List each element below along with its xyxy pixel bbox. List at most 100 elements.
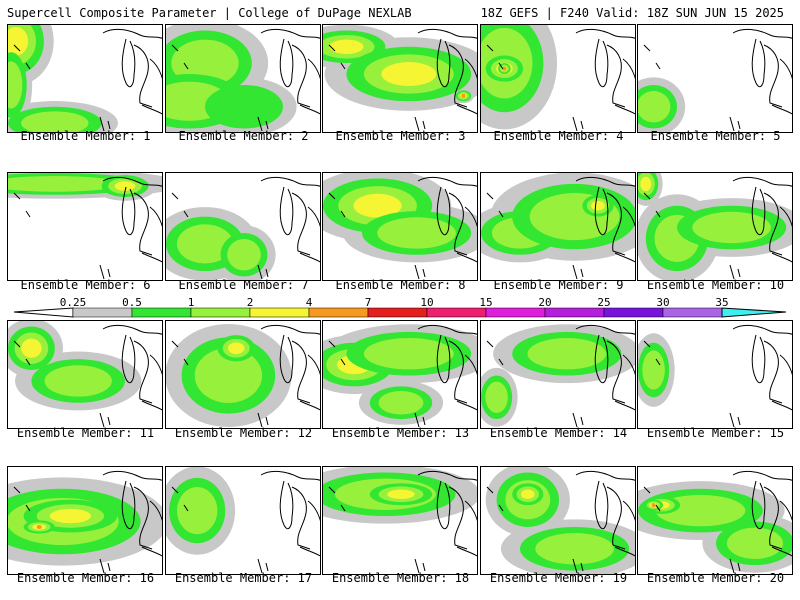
geo-outline (763, 192, 783, 256)
geo-outline (417, 470, 477, 481)
colorbar-swatch (367, 307, 428, 318)
geo-outline (13, 486, 31, 512)
geo-outline (456, 546, 477, 557)
geo-outline (291, 486, 311, 550)
map-canvas (166, 324, 320, 428)
map-canvas (481, 25, 635, 132)
ensemble-map-18 (322, 466, 478, 575)
map-canvas (638, 470, 792, 574)
geo-outline (141, 546, 162, 557)
scp-contour (640, 176, 652, 192)
ensemble-member-label: Ensemble Member: 2 (178, 129, 309, 143)
geo-outline (133, 192, 153, 256)
geo-outline (643, 486, 661, 512)
geo-outline (751, 480, 766, 530)
colorbar-tick-label: 20 (538, 296, 552, 309)
geo-outline (575, 324, 635, 335)
geo-outline (99, 116, 111, 132)
geo-outline (149, 500, 162, 522)
geo-outline (732, 176, 792, 187)
ensemble-map-5 (637, 24, 793, 133)
geo-outline (133, 340, 153, 404)
geo-outline (133, 486, 153, 550)
geo-outline (171, 192, 189, 218)
geo-outline (260, 470, 320, 481)
geo-outline (763, 486, 783, 550)
colorbar-tick-label: 30 (656, 296, 670, 309)
geo-outline (260, 176, 320, 187)
ensemble-member-label: Ensemble Member: 1 (20, 129, 151, 143)
scp-contour (461, 93, 466, 98)
geo-outline (102, 470, 162, 481)
colorbar-tick-label: 7 (364, 296, 372, 309)
ensemble-map-16 (7, 466, 163, 575)
ensemble-map-12 (165, 320, 321, 429)
geo-outline (141, 252, 162, 263)
geo-outline (606, 192, 626, 256)
geo-outline (575, 470, 635, 481)
geo-outline (149, 354, 162, 376)
geo-outline (328, 192, 346, 218)
geo-outline (299, 252, 320, 263)
geo-outline (121, 334, 136, 384)
ensemble-member-label: Ensemble Member: 17 (174, 571, 313, 585)
geo-outline (171, 44, 189, 70)
ensemble-member-label: Ensemble Member: 14 (489, 426, 628, 440)
map-canvas (638, 28, 792, 132)
geo-outline (279, 38, 294, 88)
colorbar (13, 307, 787, 318)
geo-outline (448, 44, 468, 108)
geo-outline (594, 334, 609, 384)
geo-outline (464, 206, 477, 228)
geo-outline (291, 44, 311, 108)
geo-outline (572, 264, 584, 280)
geo-outline (414, 116, 426, 132)
ensemble-map-3 (322, 24, 478, 133)
geo-outline (622, 58, 635, 80)
geo-outline (436, 186, 451, 236)
ensemble-member-label: Ensemble Member: 3 (335, 129, 466, 143)
geo-outline (279, 186, 294, 236)
colorbar-swatch (662, 307, 723, 318)
geo-outline (257, 412, 269, 428)
geo-outline (414, 264, 426, 280)
ensemble-member-label: Ensemble Member: 20 (646, 571, 785, 585)
geo-outline (260, 324, 320, 335)
ensemble-member-label: Ensemble Member: 18 (331, 571, 470, 585)
geo-outline (751, 186, 766, 236)
scp-contour (21, 338, 42, 358)
geo-outline (279, 480, 294, 530)
ensemble-member-label: Ensemble Member: 19 (489, 571, 628, 585)
ensemble-map-19 (480, 466, 636, 575)
geo-outline (572, 558, 584, 574)
scp-contour (642, 350, 665, 390)
geo-outline (99, 558, 111, 574)
colorbar-tick-label: 10 (420, 296, 434, 309)
geo-outline (763, 340, 783, 404)
geo-outline (102, 324, 162, 335)
geo-outline (414, 558, 426, 574)
geo-outline (299, 400, 320, 411)
ensemble-map-1 (7, 24, 163, 133)
geo-outline (171, 486, 189, 512)
geo-outline (257, 264, 269, 280)
ensemble-map-17 (165, 466, 321, 575)
scp-contour (176, 487, 218, 535)
scp-contour (485, 381, 508, 413)
colorbar-swatch (249, 307, 310, 318)
ensemble-map-15 (637, 320, 793, 429)
geo-outline (575, 28, 635, 39)
ensemble-map-4 (480, 24, 636, 133)
geo-outline (456, 252, 477, 263)
colorbar-tick-label: 2 (246, 296, 254, 309)
geo-outline (133, 44, 153, 108)
geo-outline (13, 340, 31, 366)
map-canvas (323, 467, 477, 574)
geo-outline (307, 58, 320, 80)
geo-outline (622, 354, 635, 376)
geo-outline (763, 44, 783, 108)
geo-outline (606, 340, 626, 404)
geo-outline (121, 38, 136, 88)
ensemble-member-label: Ensemble Member: 13 (331, 426, 470, 440)
geo-outline (99, 264, 111, 280)
